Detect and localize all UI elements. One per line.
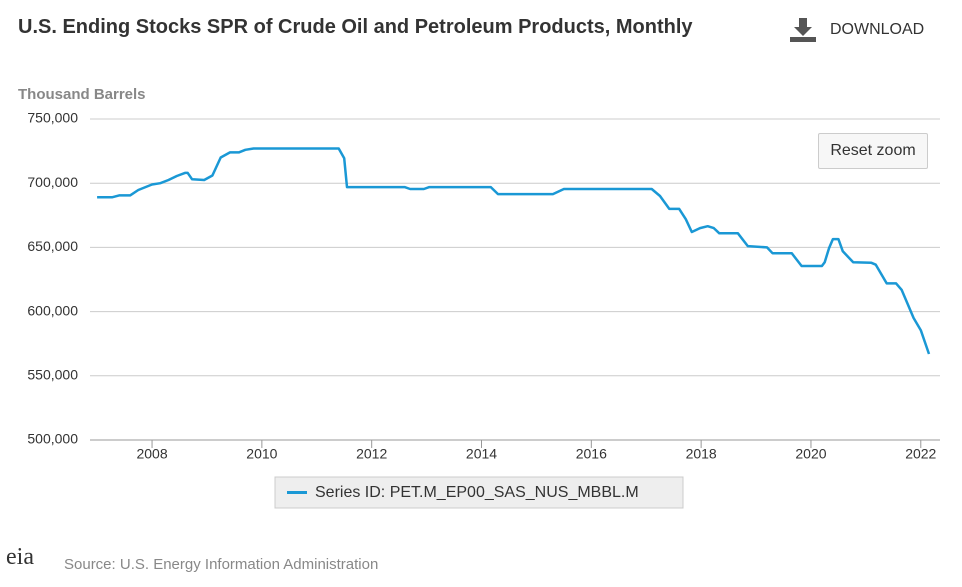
data-line (97, 147, 931, 355)
chart-title: U.S. Ending Stocks SPR of Crude Oil and … (18, 16, 693, 38)
x-tick-label: 2016 (576, 446, 607, 462)
reset-zoom-button[interactable]: Reset zoom (818, 133, 928, 169)
y-axis-label: Thousand Barrels (18, 86, 146, 103)
x-tick-label: 2008 (136, 446, 167, 462)
y-tick-label: 600,000 (27, 302, 78, 318)
x-tick-label: 2018 (686, 446, 717, 462)
y-tick-label: 550,000 (27, 367, 78, 383)
y-tick-label: 650,000 (27, 238, 78, 254)
x-tick-label: 2022 (905, 446, 936, 462)
y-tick-label: 500,000 (27, 431, 78, 447)
x-tick-label: 2014 (466, 446, 497, 462)
download-icon (790, 18, 816, 42)
legend-label: Series ID: PET.M_EP00_SAS_NUS_MBBL.M (315, 484, 639, 501)
download-label: DOWNLOAD (830, 21, 925, 38)
source-note: Source: U.S. Energy Information Administ… (64, 556, 379, 573)
x-tick-label: 2020 (795, 446, 826, 462)
logo: eia (6, 544, 34, 570)
y-tick-label: 700,000 (27, 174, 78, 190)
legend-box (274, 476, 684, 509)
x-tick-label: 2010 (246, 446, 277, 462)
chart: 500,000 550,000 600,000 650,000 700,000 750,0… (27, 110, 940, 509)
y-tick-label: 750,000 (27, 110, 78, 126)
download-button[interactable]: DOWNLOAD (790, 18, 924, 42)
x-tick-label: 2012 (356, 446, 387, 462)
